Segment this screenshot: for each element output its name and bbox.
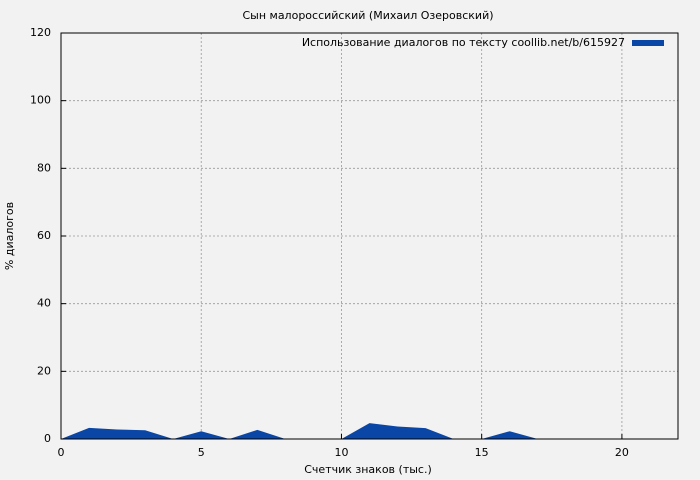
y-tick-label: 60 [37,229,51,242]
x-tick-label: 20 [615,446,629,459]
y-tick-label: 0 [44,432,51,445]
y-tick-label: 40 [37,297,51,310]
y-tick-label: 80 [37,161,51,174]
legend-label: Использование диалогов по тексту coollib… [302,36,625,49]
plot-frame [60,32,679,440]
chart-title: Сын малороссийский (Михаил Озеровский) [242,9,493,22]
y-axis-label: % диалогов [3,202,16,270]
legend-swatch [632,40,664,46]
area [61,423,678,439]
x-axis-label: Счетчик знаков (тыс.) [304,463,432,476]
y-tick-label: 100 [30,94,51,107]
x-tick-label: 0 [58,446,65,459]
y-tick-label: 120 [30,26,51,39]
x-tick-label: 10 [334,446,348,459]
x-tick-label: 5 [198,446,205,459]
y-tick-label: 20 [37,364,51,377]
x-tick-label: 15 [475,446,489,459]
